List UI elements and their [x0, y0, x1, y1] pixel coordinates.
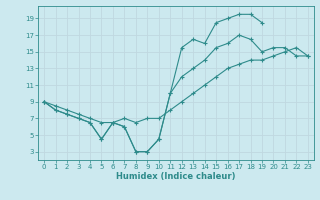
X-axis label: Humidex (Indice chaleur): Humidex (Indice chaleur) — [116, 172, 236, 181]
